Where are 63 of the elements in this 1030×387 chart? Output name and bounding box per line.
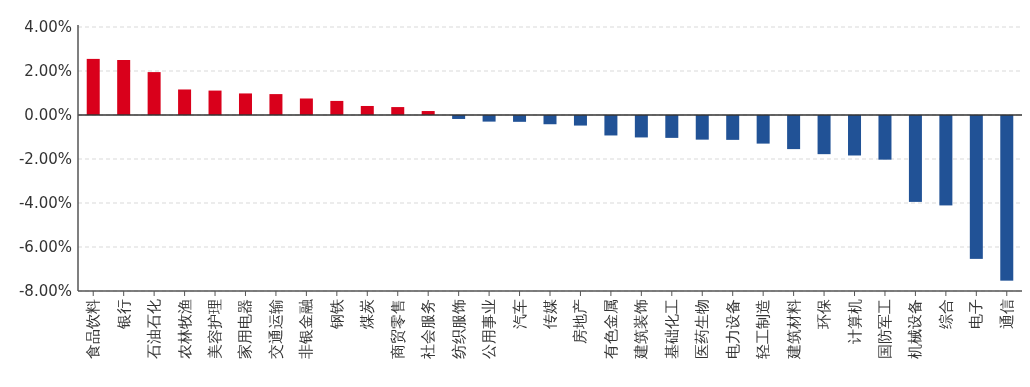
bar (908, 115, 922, 202)
x-tick-label: 石油石化 (145, 299, 164, 359)
bar (848, 115, 862, 156)
x-tick-label: 国防军工 (875, 299, 894, 359)
x-tick-label: 商贸零售 (388, 299, 407, 359)
bar (1000, 115, 1014, 281)
y-tick-label: -2.00% (18, 150, 72, 168)
bar (482, 115, 496, 122)
bar (878, 115, 892, 160)
x-tick-label: 综合 (936, 299, 955, 329)
bar (86, 58, 100, 115)
x-tick-label: 环保 (815, 299, 834, 329)
x-tick-label: 轻工制造 (754, 299, 773, 359)
x-tick-label: 非银金融 (297, 299, 316, 359)
x-tick-label: 电力设备 (723, 299, 742, 359)
bar (208, 90, 222, 115)
x-tick-label: 房地产 (571, 299, 590, 344)
x-tick-label: 机械设备 (906, 299, 925, 359)
x-tick-label: 钢铁 (327, 299, 346, 330)
bar (817, 115, 831, 155)
bar (238, 93, 252, 115)
x-tick-label: 公用事业 (480, 299, 499, 359)
bar (665, 115, 679, 138)
y-tick-label: -8.00% (18, 282, 72, 300)
x-tick-label: 银行 (114, 299, 133, 330)
y-tick-label: 0.00% (24, 106, 72, 124)
bar (634, 115, 648, 138)
x-tick-label: 基础化工 (662, 299, 681, 359)
x-tick-label: 有色金属 (601, 299, 620, 359)
bar (604, 115, 618, 136)
bar (117, 60, 131, 115)
bar (269, 94, 283, 115)
x-tick-label: 建筑装饰 (632, 299, 651, 360)
x-tick-label: 纺织服饰 (449, 299, 468, 359)
bar (787, 115, 801, 150)
x-tick-label: 家用电器 (236, 299, 255, 359)
x-tick-label: 食品饮料 (84, 299, 103, 359)
y-tick-label: 2.00% (24, 62, 72, 80)
x-tick-label: 交通运输 (266, 299, 285, 359)
x-tick-label: 医药生物 (693, 299, 712, 359)
x-tick-label: 建筑材料 (784, 299, 803, 360)
x-tick-label: 通信 (997, 299, 1016, 329)
bar (695, 115, 709, 140)
bar (939, 115, 953, 206)
y-tick-label: -6.00% (18, 238, 72, 256)
bar (178, 89, 192, 115)
bar (147, 72, 161, 115)
bar (726, 115, 740, 140)
x-tick-label: 农林牧渔 (175, 299, 194, 359)
bar (573, 115, 587, 126)
x-tick-label: 传媒 (541, 299, 559, 329)
x-tick-label: 汽车 (510, 299, 529, 329)
bar (756, 115, 770, 144)
x-tick-label: 社会服务 (419, 299, 438, 359)
x-tick-label: 煤炭 (358, 299, 377, 329)
bar (969, 115, 983, 259)
x-tick-label: 美容护理 (206, 299, 225, 359)
y-tick-label: -4.00% (18, 194, 72, 212)
y-tick-label: 4.00% (24, 18, 72, 36)
x-tick-label: 电子 (967, 299, 986, 329)
bar (330, 100, 344, 115)
bar (299, 98, 313, 115)
x-tick-label: 计算机 (845, 299, 864, 344)
